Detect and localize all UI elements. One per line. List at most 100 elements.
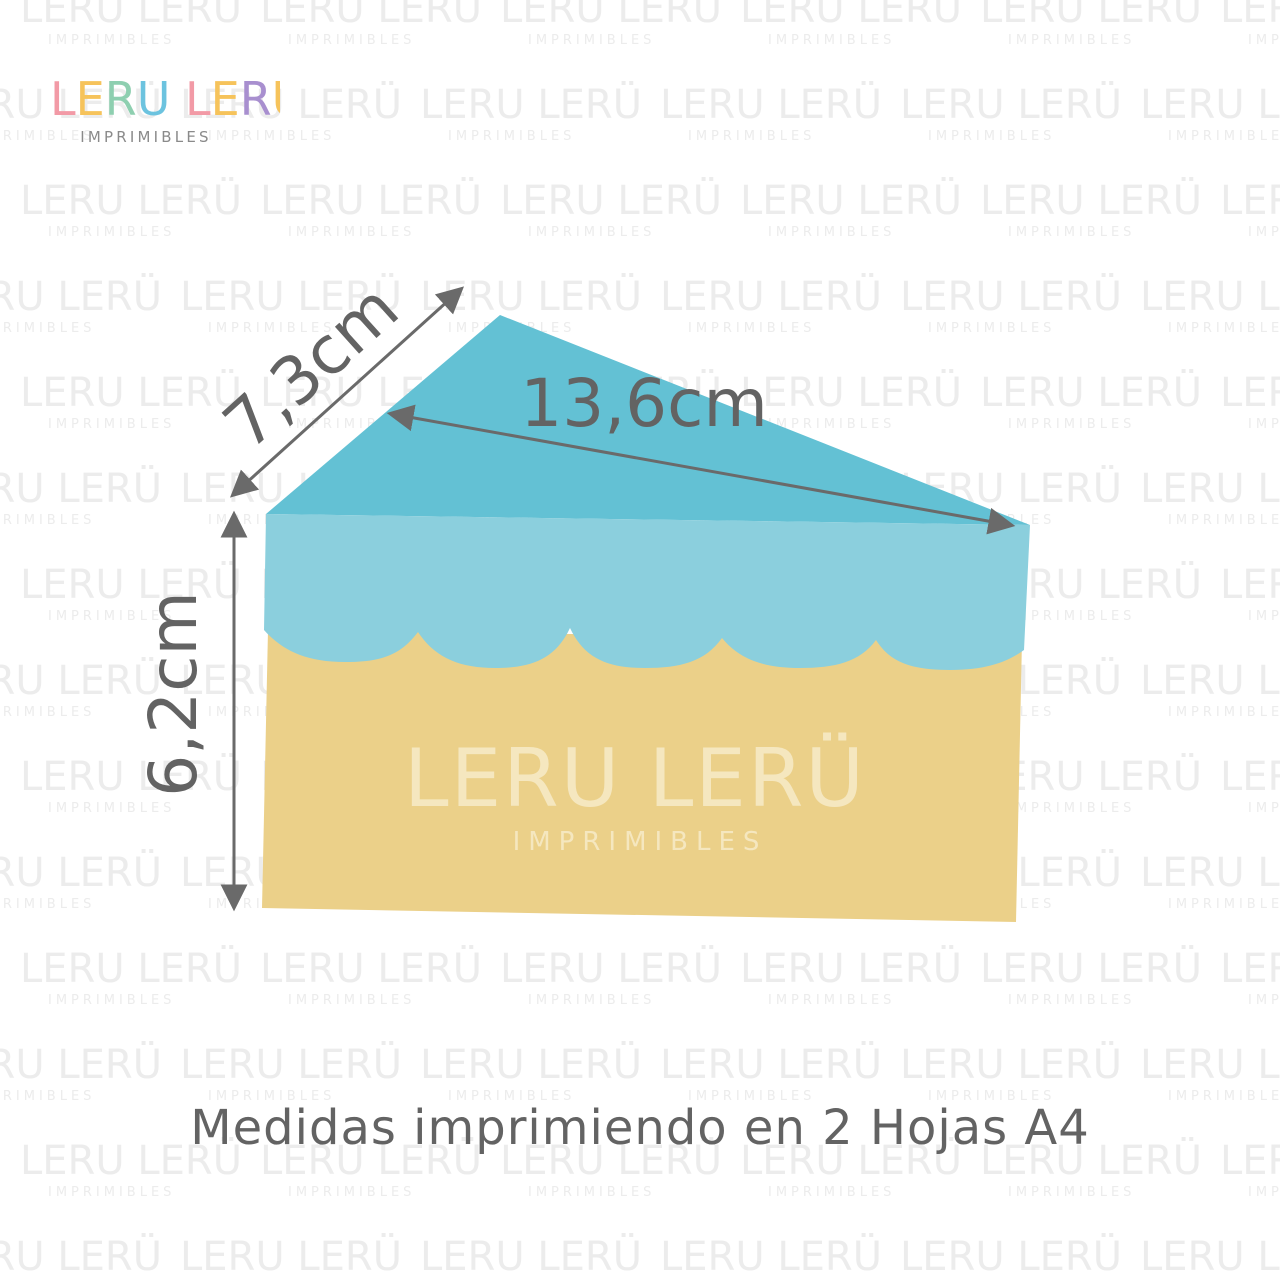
watermark-subtitle: IMPRIMIBLES [0, 321, 95, 336]
watermark-name: LERU LERÜ [500, 944, 722, 992]
watermark-name: LERU LERÜ [980, 0, 1202, 32]
side-dimension-arrow [229, 286, 465, 498]
watermark-name: LERU LERÜ [0, 176, 2, 224]
cake-sponge [262, 630, 1022, 922]
cake-frosting [264, 514, 1030, 670]
watermark-subtitle: IMPRIMIBLES [1248, 225, 1280, 240]
watermark-subtitle: IMPRIMIBLES [0, 1089, 95, 1104]
watermark-name: LERU LERÜ [0, 1232, 162, 1280]
watermark-subtitle: IMPRIMIBLES [768, 1185, 895, 1200]
watermark-name: LERU LERÜ [980, 176, 1202, 224]
watermark-name: LERU LERÜ [20, 176, 242, 224]
height-dimension-label: 6,2cm [135, 591, 212, 797]
watermark-subtitle: IMPRIMIBLES [48, 417, 175, 432]
watermark-subtitle: IMPRIMIBLES [688, 321, 815, 336]
watermark-subtitle: IMPRIMIBLES [288, 225, 415, 240]
watermark-subtitle: IMPRIMIBLES [48, 801, 175, 816]
watermark-subtitle: IMPRIMIBLES [768, 33, 895, 48]
caption: Medidas imprimiendo en 2 Hojas A4 [190, 1100, 1090, 1156]
watermark-name: LERU LERÜ [660, 1232, 882, 1280]
watermark-name: LERU LERÜ [500, 1136, 722, 1184]
watermark-subtitle: IMPRIMIBLES [288, 1185, 415, 1200]
watermark-name: LERU LERÜ [0, 464, 162, 512]
watermark-name: LERU LERÜ [0, 944, 2, 992]
watermark-name: LERU LERÜ [1140, 848, 1280, 896]
watermark-name: LERU LERÜ [260, 944, 482, 992]
watermark-subtitle: IMPRIMIBLES [928, 1089, 1055, 1104]
watermark-name: LERU LERÜ [0, 1136, 2, 1184]
watermark-name: LERU LERÜ [980, 1136, 1202, 1184]
watermark-subtitle: IMPRIMIBLES [1248, 993, 1280, 1008]
watermark-name: LERU LERÜ [740, 944, 962, 992]
watermark-name: LERU LERÜ [1220, 0, 1280, 32]
watermark-subtitle: IMPRIMIBLES [48, 993, 175, 1008]
watermark-name: LERU LERÜ [900, 1232, 1122, 1280]
watermark-name: LERU LERÜ [1140, 272, 1280, 320]
watermark-subtitle: IMPRIMIBLES [0, 129, 95, 144]
watermark-name: LERU LERÜ [500, 176, 722, 224]
watermark-subtitle: IMPRIMIBLES [528, 1185, 655, 1200]
watermark-name: LERU LERÜ [900, 272, 1122, 320]
watermark-name: LERU LERÜ [1220, 944, 1280, 992]
watermark-subtitle: IMPRIMIBLES [0, 897, 95, 912]
watermark-name: LERU LERÜ [1140, 1040, 1280, 1088]
watermark-subtitle: IMPRIMIBLES [1248, 33, 1280, 48]
watermark-subtitle: IMPRIMIBLES [1248, 417, 1280, 432]
watermark-name: LERU LERÜ [0, 272, 162, 320]
watermark-name: LERU LERÜ [0, 80, 162, 128]
watermark-name: LERU LERÜ [660, 80, 882, 128]
watermark-name: LERU LERÜ [260, 176, 482, 224]
watermark-subtitle: IMPRIMIBLES [1248, 801, 1280, 816]
watermark-name: LERU LERÜ [0, 848, 162, 896]
watermark-name: LERU LERÜ [1220, 368, 1280, 416]
brand-name: LERU LERÜ [50, 72, 305, 126]
watermark-name: LERU LERÜ [500, 0, 722, 32]
cake-watermark-name: LERU LERÜ [404, 732, 866, 825]
watermark-name: LERU LERÜ [740, 1136, 962, 1184]
watermark-name: LERU LERÜ [20, 752, 242, 800]
watermark-name: LERU LERÜ [1220, 752, 1280, 800]
watermark-name: LERU LERÜ [1140, 464, 1280, 512]
watermark-subtitle: IMPRIMIBLES [1168, 1089, 1280, 1104]
watermark-subtitle: IMPRIMIBLES [528, 993, 655, 1008]
watermark-subtitle: IMPRIMIBLES [1248, 609, 1280, 624]
watermark-name: LERU LERÜ [900, 80, 1122, 128]
brand-logo-graphic: LERU LERÜ IMPRIMIBLES [50, 72, 305, 146]
watermark-name: LERU LERÜ [20, 560, 242, 608]
watermark-subtitle: IMPRIMIBLES [1168, 705, 1280, 720]
watermark-subtitle: IMPRIMIBLES [528, 33, 655, 48]
watermark-subtitle: IMPRIMIBLES [0, 513, 95, 528]
watermark-name: LERU LERÜ [0, 560, 2, 608]
watermark-name: LERU LERÜ [420, 80, 642, 128]
watermark-name: LERU LERÜ [260, 1136, 482, 1184]
watermark-name: LERU LERÜ [0, 368, 2, 416]
watermark-name: LERU LERÜ [0, 656, 162, 704]
watermark-subtitle: IMPRIMIBLES [288, 33, 415, 48]
watermark-subtitle: IMPRIMIBLES [1168, 897, 1280, 912]
watermark-name: LERU LERÜ [1220, 560, 1280, 608]
watermark-subtitle: IMPRIMIBLES [1008, 225, 1135, 240]
watermark-name: LERU LERÜ [740, 176, 962, 224]
length-dimension-label: 13,6cm [520, 365, 768, 442]
watermark-name: LERU LERÜ [1220, 1136, 1280, 1184]
watermark-name: LERU LERÜ [180, 1040, 402, 1088]
watermark-subtitle: IMPRIMIBLES [48, 225, 175, 240]
watermark-name: LERU LERÜ [900, 1040, 1122, 1088]
watermark-name: LERU LERÜ [0, 1040, 162, 1088]
watermark-subtitle: IMPRIMIBLES [928, 321, 1055, 336]
watermark-name: LERU LERÜ [0, 752, 2, 800]
brand-logo: LERU LERÜ IMPRIMIBLES [50, 70, 305, 154]
watermark-name: LERU LERÜ [20, 368, 242, 416]
watermark-subtitle: IMPRIMIBLES [688, 129, 815, 144]
watermark-name: LERU LERÜ [980, 368, 1202, 416]
watermark-name: LERU LERÜ [740, 0, 962, 32]
watermark-name: LERU LERÜ [20, 944, 242, 992]
watermark-subtitle: IMPRIMIBLES [1008, 1185, 1135, 1200]
watermark-subtitle: IMPRIMIBLES [528, 225, 655, 240]
watermark-name: LERU LERÜ [1220, 176, 1280, 224]
watermark-name: LERU LERÜ [980, 944, 1202, 992]
watermark-subtitle: IMPRIMIBLES [928, 129, 1055, 144]
watermark-name: LERU LERÜ [1140, 656, 1280, 704]
watermark-subtitle: IMPRIMIBLES [1008, 993, 1135, 1008]
